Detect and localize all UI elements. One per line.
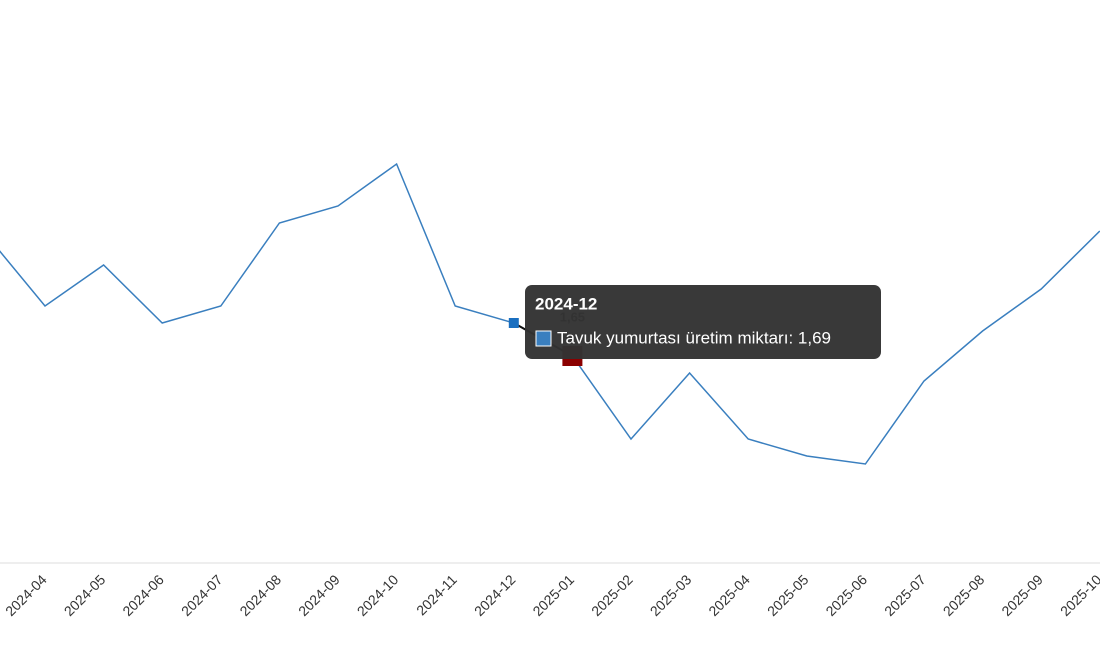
- x-tick-label: 2025-02: [588, 571, 636, 619]
- x-tick-label: 2025-04: [705, 571, 753, 619]
- x-tick-label: 2024-11: [413, 571, 460, 618]
- x-tick-label: 2024-08: [236, 571, 284, 619]
- tooltip-text: Tavuk yumurtası üretim miktarı: 1,69: [557, 328, 831, 347]
- x-tick-label: 2025-07: [881, 571, 929, 619]
- x-tick-label: 2025-01: [529, 571, 577, 619]
- tooltip-box: [525, 285, 881, 359]
- x-tick-label: 2025-09: [998, 571, 1046, 619]
- x-tick-label: 2024-12: [471, 571, 519, 619]
- x-tick-label: 2025-05: [764, 571, 812, 619]
- tooltip-title: 2024-12: [535, 294, 597, 313]
- x-tick-label: 2025-08: [940, 571, 988, 619]
- x-tick-label: 2025-06: [822, 571, 870, 619]
- tooltip-swatch: [535, 330, 552, 347]
- tooltip: 2024-12 Tavuk yumurtası üretim miktarı: 1…: [525, 285, 881, 359]
- x-tick-label: 2025-03: [647, 571, 695, 619]
- hover-marker: [508, 318, 519, 328]
- x-tick-label: 2024-05: [61, 571, 109, 619]
- x-tick-label: 2025-10: [1057, 571, 1100, 619]
- x-tick-label: 2024-10: [354, 571, 402, 619]
- x-tick-label: 2024-04: [2, 571, 50, 619]
- x-tick-label: 2024-09: [295, 571, 343, 619]
- x-tick-label: 2024-06: [119, 571, 167, 619]
- x-tick-label: 2024-07: [178, 571, 226, 619]
